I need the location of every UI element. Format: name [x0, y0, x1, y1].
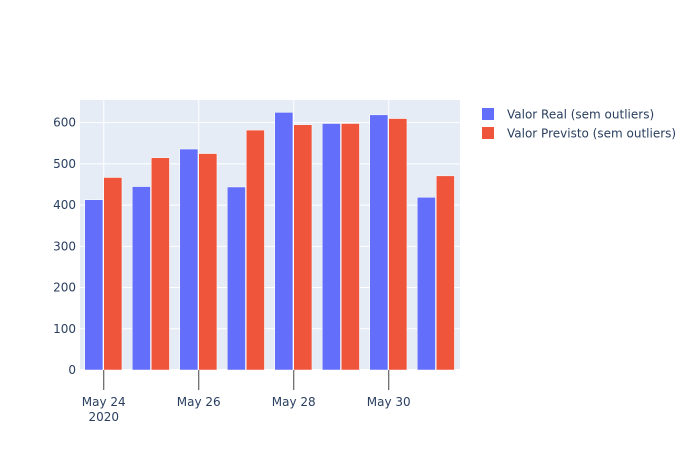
bar-valor-previsto[interactable]	[198, 153, 218, 371]
bar-valor-previsto[interactable]	[246, 129, 265, 371]
bar-valor-real[interactable]	[227, 186, 246, 371]
bar-valor-previsto[interactable]	[293, 124, 313, 371]
bar-valor-previsto[interactable]	[151, 157, 170, 371]
y-tick-label: 400	[53, 198, 76, 212]
y-tick-label: 200	[53, 281, 76, 295]
bar-valor-real[interactable]	[417, 197, 436, 371]
x-year-label: 2020	[88, 410, 119, 424]
bar-valor-real[interactable]	[84, 199, 104, 371]
bar-valor-previsto[interactable]	[103, 177, 123, 371]
bars[interactable]	[84, 112, 455, 371]
y-tick-label: 300	[53, 239, 76, 253]
bar-valor-real[interactable]	[132, 186, 151, 371]
bar-valor-real[interactable]	[274, 112, 294, 371]
x-axis: May 24 May 26 May 28 May 30 2020	[82, 370, 411, 424]
x-tick-label: May 24	[82, 395, 126, 409]
legend-item-label[interactable]: Valor Previsto (sem outliers)	[507, 127, 676, 141]
y-tick-label: 600	[53, 116, 76, 130]
y-tick-label: 100	[53, 322, 76, 336]
y-axis: 0 100 200 300 400 500 600	[53, 116, 76, 377]
bar-valor-real[interactable]	[369, 114, 389, 371]
x-tick-label: May 28	[272, 395, 316, 409]
x-tick-label: May 26	[177, 395, 221, 409]
bar-valor-real[interactable]	[179, 148, 199, 371]
bar-valor-previsto[interactable]	[436, 175, 455, 371]
legend-item-label[interactable]: Valor Real (sem outliers)	[507, 108, 654, 122]
bar-valor-previsto[interactable]	[388, 118, 408, 371]
legend[interactable]: Valor Real (sem outliers) Valor Previsto …	[482, 108, 676, 141]
y-tick-label: 0	[68, 363, 76, 377]
bar-valor-real[interactable]	[322, 123, 341, 371]
legend-swatch[interactable]	[482, 127, 494, 139]
bar-valor-previsto[interactable]	[341, 123, 360, 371]
legend-swatch[interactable]	[482, 108, 494, 120]
x-tick-label: May 30	[367, 395, 411, 409]
y-tick-label: 500	[53, 157, 76, 171]
